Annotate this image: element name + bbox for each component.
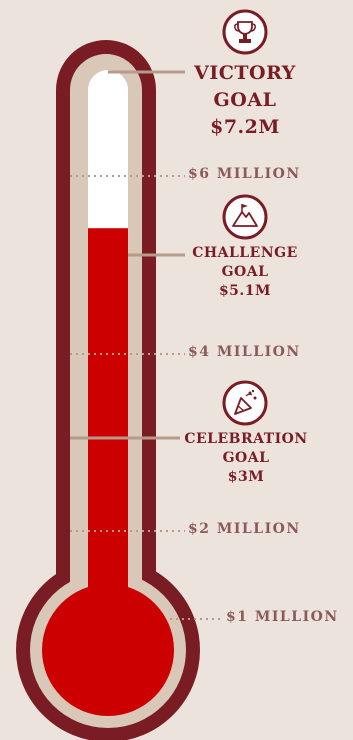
celebration-goal-label: CELEBRATION GOAL $3M (176, 430, 316, 487)
challenge-goal-line1: CHALLENGE (192, 245, 298, 261)
victory-goal-line1: VICTORY (194, 62, 296, 84)
victory-goal-amount: $7.2M (210, 116, 280, 138)
celebration-goal-line2: GOAL (222, 450, 270, 466)
trophy-icon (222, 9, 268, 55)
thermometer-bulb-fill (42, 584, 174, 716)
celebration-goal-amount: $3M (227, 469, 265, 485)
challenge-goal-line2: GOAL (221, 264, 269, 280)
challenge-goal-amount: $5.1M (218, 283, 272, 299)
celebration-goal-line1: CELEBRATION (184, 431, 308, 447)
milestone-4-million: $4 MILLION (188, 344, 301, 360)
milestone-2-million: $2 MILLION (188, 521, 301, 537)
thermometer-fill (88, 228, 128, 635)
victory-goal-label: VICTORY GOAL $7.2M (180, 60, 310, 141)
party-popper-icon (222, 380, 268, 426)
mountain-flag-icon (222, 194, 268, 240)
victory-goal-line2: GOAL (213, 89, 277, 111)
milestone-1-million: $1 MILLION (226, 609, 339, 625)
challenge-goal-label: CHALLENGE GOAL $5.1M (180, 244, 310, 301)
milestone-6-million: $6 MILLION (188, 166, 301, 182)
